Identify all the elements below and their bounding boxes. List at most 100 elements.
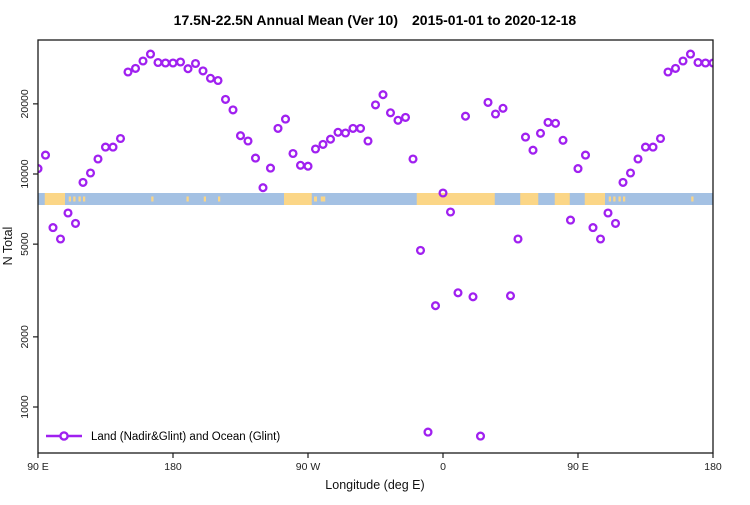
data-point xyxy=(520,132,531,142)
data-point xyxy=(355,123,366,133)
data-point xyxy=(93,154,103,164)
data-point xyxy=(100,142,111,152)
data-point xyxy=(618,177,628,187)
data-point xyxy=(138,56,148,66)
data-point xyxy=(475,431,486,441)
data-point xyxy=(580,150,591,160)
data-point xyxy=(543,117,553,127)
land-segment xyxy=(691,196,694,202)
data-point xyxy=(190,58,201,69)
x-axis-ticks: 90 E 180 90 W 0 90 E 180 xyxy=(27,453,722,473)
land-segment xyxy=(520,193,539,205)
data-point xyxy=(183,64,193,74)
data-point xyxy=(258,183,268,193)
data-point xyxy=(168,58,178,68)
land-segment xyxy=(186,196,189,202)
data-point xyxy=(198,66,208,76)
land-segment xyxy=(618,196,621,202)
data-point xyxy=(78,177,88,187)
data-point xyxy=(38,164,43,174)
plot-title-left: 17.5N-22.5N Annual Mean (Ver 10) xyxy=(174,12,398,28)
data-points-layer xyxy=(38,49,713,441)
data-point xyxy=(123,67,133,77)
data-point xyxy=(130,63,141,73)
land-segment xyxy=(584,193,605,205)
data-point xyxy=(370,100,381,110)
data-point xyxy=(573,164,583,174)
y-tick-label: 10000 xyxy=(19,159,31,188)
data-point xyxy=(550,118,561,128)
land-segment xyxy=(284,193,312,205)
data-point xyxy=(490,109,501,119)
y-tick-label: 5000 xyxy=(19,232,31,256)
data-point xyxy=(220,94,231,104)
data-point xyxy=(588,223,598,233)
data-point xyxy=(513,234,523,244)
x-tick-label: 180 xyxy=(704,461,722,473)
data-point xyxy=(603,208,613,218)
data-point xyxy=(558,135,568,145)
data-point xyxy=(385,108,396,118)
data-point xyxy=(693,57,703,68)
data-point xyxy=(295,160,306,170)
x-tick-label: 0 xyxy=(440,461,446,473)
data-point xyxy=(595,234,606,244)
data-point xyxy=(700,58,711,68)
data-point xyxy=(378,90,388,100)
data-point xyxy=(153,57,163,68)
land-segment xyxy=(554,193,570,205)
data-point xyxy=(70,218,81,228)
data-point xyxy=(243,136,253,146)
data-point xyxy=(213,75,223,86)
data-point xyxy=(108,142,118,152)
data-point xyxy=(348,123,358,133)
data-point xyxy=(505,291,516,301)
data-point xyxy=(610,218,621,228)
data-point xyxy=(85,168,96,178)
ocean-band xyxy=(38,193,713,205)
plot-border xyxy=(37,39,714,454)
data-point xyxy=(633,154,643,164)
x-tick-label: 180 xyxy=(164,461,182,473)
data-point xyxy=(55,234,66,244)
data-point xyxy=(145,49,156,59)
plot-title-right: 2015-01-01 to 2020-12-18 xyxy=(412,12,576,28)
data-point xyxy=(175,57,186,67)
land-segment xyxy=(68,196,71,202)
land-segment xyxy=(608,196,611,202)
y-tick-label: 1000 xyxy=(19,395,31,419)
data-point xyxy=(280,114,291,124)
x-tick-label: 90 E xyxy=(567,461,589,473)
data-point xyxy=(235,131,246,141)
data-point xyxy=(648,142,658,152)
data-point xyxy=(408,154,418,164)
data-point xyxy=(423,427,433,437)
data-point xyxy=(640,142,651,152)
x-axis-label: Longitude (deg E) xyxy=(325,478,424,492)
land-segment xyxy=(73,196,76,202)
land-segment xyxy=(83,196,86,202)
data-point xyxy=(393,115,403,125)
data-point xyxy=(528,145,538,155)
data-point xyxy=(453,288,463,298)
land-segment xyxy=(203,196,206,202)
land-segment xyxy=(218,196,221,202)
land-segment xyxy=(78,196,81,202)
land-ocean-map-band xyxy=(38,193,713,205)
data-point xyxy=(40,150,51,160)
legend-label: Land (Nadir&Glint) and Ocean (Glint) xyxy=(91,431,280,443)
data-point xyxy=(318,139,328,149)
x-tick-label: 90 W xyxy=(296,461,321,473)
data-point xyxy=(333,127,343,137)
land-segment xyxy=(416,193,495,205)
data-point xyxy=(438,188,448,198)
data-point xyxy=(265,163,276,173)
data-point xyxy=(430,301,441,311)
data-point xyxy=(48,223,58,233)
data-point xyxy=(205,73,216,83)
data-point xyxy=(565,215,576,225)
data-point xyxy=(63,208,73,218)
data-point xyxy=(310,144,321,154)
